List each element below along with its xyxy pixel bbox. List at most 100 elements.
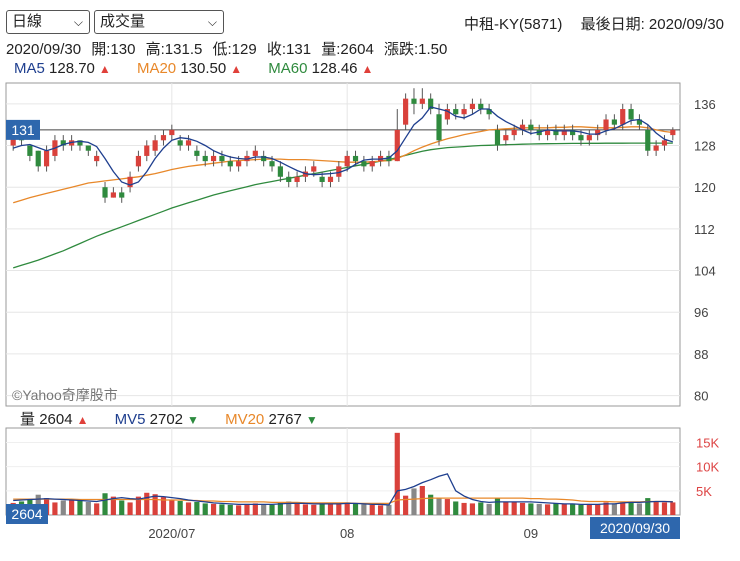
candle-body (670, 129, 676, 136)
volume-bar (444, 499, 450, 515)
watermark: ©Yahoo奇摩股市 (12, 387, 118, 403)
volume-tick-label: 10K (696, 460, 719, 475)
date-tick-label: 09 (524, 526, 538, 541)
volume-bar (436, 498, 442, 515)
candle-body (327, 176, 334, 182)
price-tick-label: 88 (694, 347, 708, 362)
volume-bar (553, 503, 559, 515)
candle-body (160, 135, 167, 141)
candle-body (428, 98, 434, 110)
volume-bar (394, 432, 400, 515)
candlestick (369, 155, 375, 172)
candle-body (628, 109, 634, 120)
candle-body (436, 114, 442, 141)
quote-summary: 2020/09/30 開:130 高:131.5 低:129 收:131 量:2… (6, 38, 453, 59)
candlestick (603, 114, 609, 136)
volume-bar (636, 503, 643, 515)
candlestick (544, 124, 551, 141)
stock-name: 中租-KY(5871) (464, 16, 563, 33)
candlestick (144, 140, 150, 162)
candlestick (436, 103, 442, 146)
candlestick (595, 124, 601, 141)
candlestick (570, 124, 576, 141)
price-tick-label: 136 (694, 97, 716, 112)
volume-bar (102, 493, 108, 515)
candle-body (361, 161, 367, 167)
period-select[interactable]: 日線 ⌵ (6, 10, 90, 34)
candle-body (611, 119, 617, 125)
volume-bar (85, 501, 91, 515)
volume-bar (486, 503, 492, 515)
volume-bar (227, 504, 233, 515)
volume-bar (202, 503, 208, 515)
price-tick-label: 128 (694, 139, 716, 154)
candlestick (277, 161, 283, 182)
volume-bar (603, 502, 609, 515)
date-tick-label: 2020/07 (148, 526, 195, 541)
candle-body (144, 145, 150, 156)
candle-body (453, 109, 459, 115)
candlestick (428, 93, 434, 115)
legend-volume: 量 2604 ▲ (20, 411, 89, 428)
quote-change: 漲跌:1.50 (383, 41, 448, 58)
candlestick (519, 119, 526, 136)
candlestick (636, 114, 643, 130)
volume-bar (194, 501, 200, 515)
chevron-down-icon: ⌵ (73, 15, 83, 29)
volume-bar (544, 504, 551, 515)
volume-bar (185, 502, 192, 515)
candlestick (444, 103, 450, 125)
candle-body (177, 140, 183, 146)
candlestick (219, 150, 225, 167)
candle-body (169, 129, 175, 136)
candle-body (277, 166, 283, 177)
legend-ma5: MA5 128.70 ▲ (14, 60, 111, 77)
legend-mv5: MV5 2702 ▼ (114, 411, 199, 428)
candle-body (544, 129, 551, 136)
candlestick (261, 150, 267, 167)
indicator-select[interactable]: 成交量 ⌵ (94, 10, 224, 34)
candlestick (185, 135, 192, 151)
volume-bar (144, 492, 150, 515)
volume-bar (311, 504, 317, 515)
candlestick (553, 124, 559, 141)
candlestick (478, 98, 484, 115)
candle-body (653, 145, 659, 151)
volume-bar (411, 488, 417, 515)
candle-body (478, 103, 484, 110)
candle-body (503, 135, 509, 141)
volume-bar (60, 500, 66, 515)
candlestick (494, 124, 501, 151)
ma5-line (13, 106, 673, 186)
candlestick (620, 103, 626, 130)
volume-panel-frame (5, 427, 681, 516)
candlestick (252, 145, 258, 162)
volume-tick-label: 15K (696, 436, 719, 451)
volume-bar (244, 503, 250, 515)
period-select-value: 日線 (12, 13, 43, 30)
price-legend: MA5 128.70 ▲ MA20 130.50 ▲ MA60 128.46 ▲ (14, 60, 395, 77)
volume-bar (127, 502, 133, 515)
ma20-line (13, 126, 673, 204)
mv5-line (13, 473, 673, 506)
candle-body (494, 129, 501, 146)
candle-body (461, 109, 467, 115)
volume-bar (461, 502, 467, 515)
volume-bar (352, 503, 359, 515)
candle-body (352, 155, 359, 162)
legend-mv20: MV20 2767 ▼ (225, 411, 318, 428)
volume-tick-label: 5K (696, 484, 712, 499)
candle-body (311, 166, 317, 172)
candlestick (127, 171, 133, 193)
candle-body (35, 150, 41, 167)
volume-bar (236, 505, 242, 515)
indicator-select-value: 成交量 (100, 13, 146, 30)
volume-bar (252, 503, 258, 515)
volume-bar (419, 486, 425, 515)
candle-body (486, 109, 492, 115)
volume-bar (528, 503, 534, 515)
volume-bar (94, 503, 100, 515)
volume-bar (302, 504, 309, 515)
volume-bar (645, 498, 651, 515)
